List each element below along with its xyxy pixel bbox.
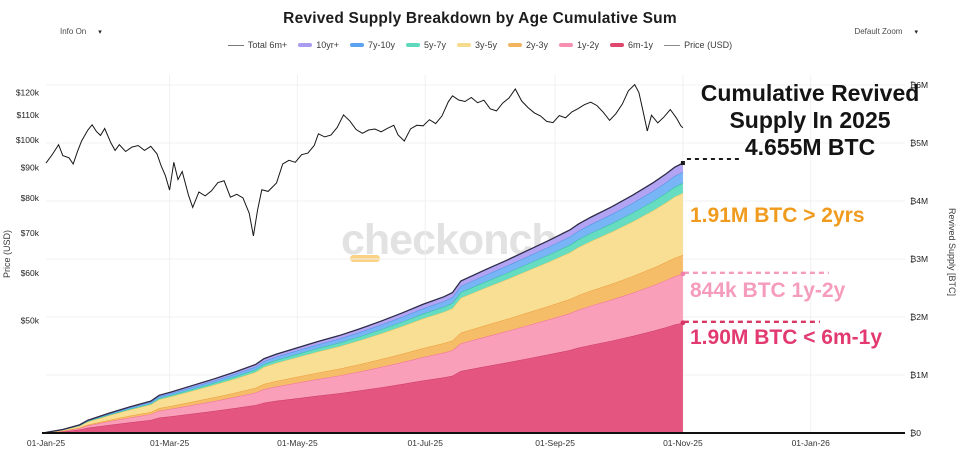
annotation-headline-line3: 4.655M BTC (744, 134, 876, 160)
left-tick-label: $60k (21, 268, 40, 278)
chevron-down-icon: ▾ (98, 28, 102, 36)
price-line (45, 83, 684, 236)
x-tick-label: 01-Nov-25 (663, 438, 703, 448)
legend-item-5y-7y[interactable]: 5y-7y (405, 40, 446, 50)
legend-label: 10yr+ (316, 40, 339, 50)
annotation-headline-line1: Cumulative Revived (700, 80, 920, 106)
page-title: Revived Supply Breakdown by Age Cumulati… (283, 10, 677, 27)
annotation-over-2yrs: 1.91M BTC > 2yrs (690, 204, 865, 227)
left-tick-label: $100k (16, 135, 40, 145)
legend-marker (227, 44, 244, 46)
legend-marker (610, 43, 625, 47)
legend: Total 6m+ 10yr+ 7y-10y 5y-7y 3y-5y 2y-3y 1y-2y… (0, 40, 960, 50)
left-tick-label: $50k (21, 316, 40, 326)
legend-marker (457, 43, 471, 47)
right-tick-label: ₿3M (910, 254, 928, 264)
x-tick-label: 01-May-25 (277, 438, 318, 448)
right-tick-label: ₿6M (910, 80, 928, 90)
default-zoom-dropdown[interactable]: Default Zoom ▾ (854, 27, 918, 36)
left-tick-label: $120k (16, 87, 40, 97)
legend-item-2y-3y[interactable]: 2y-3y (508, 40, 548, 50)
legend-label: 3y-5y (475, 40, 498, 50)
left-tick-label: $90k (21, 162, 40, 172)
legend-item-10yr-[interactable]: 10yr+ (298, 40, 339, 50)
legend-item-7y-10y[interactable]: 7y-10y (349, 40, 395, 50)
area-edge-5y-7y (45, 182, 684, 433)
default-zoom-label: Default Zoom (854, 27, 903, 36)
legend-item-1y-2y[interactable]: 1y-2y (559, 40, 599, 50)
area-6m-1y (46, 322, 683, 433)
x-tick-label: 01-Jan-26 (792, 438, 831, 448)
chevron-down-icon: ▾ (914, 28, 918, 36)
right-tick-label: ₿2M (910, 312, 928, 322)
annotation-headline: Cumulative Revived Supply In 2025 4.655M… (686, 80, 934, 161)
total-6m-plus-line (45, 162, 684, 434)
legend-marker (349, 43, 364, 47)
left-tick-label: $110k (16, 110, 39, 120)
legend-marker (664, 44, 681, 46)
area-edge-7y-10y (45, 171, 684, 433)
x-tick-label: 01-Jul-25 (407, 438, 443, 448)
legend-item-3y-5y[interactable]: 3y-5y (457, 40, 497, 50)
left-axis-title: Price (USD) (2, 230, 12, 278)
right-tick-label: ₿4M (910, 196, 928, 206)
info-on-label: Info On (60, 27, 87, 36)
legend-marker (508, 43, 523, 47)
legend-item-total-6m-[interactable]: Total 6m+ (227, 40, 288, 50)
annotation-6m-1y: 1.90M BTC < 6m-1y (690, 326, 882, 349)
legend-label: Price (USD) (684, 40, 733, 50)
right-tick-label: ₿5M (910, 138, 928, 148)
left-tick-label: $70k (21, 228, 40, 238)
info-on-dropdown[interactable]: Info On ▾ (60, 27, 102, 36)
legend-item-6m-1y[interactable]: 6m-1y (610, 40, 653, 50)
legend-label: 1y-2y (577, 40, 600, 50)
legend-marker (405, 43, 420, 47)
legend-marker (559, 43, 574, 47)
legend-label: 7y-10y (367, 40, 395, 50)
legend-item-price-usd-[interactable]: Price (USD) (664, 40, 732, 50)
legend-label: 5y-7y (423, 40, 446, 50)
right-tick-label: ₿0 (910, 428, 921, 438)
legend-label: 6m-1y (628, 40, 654, 50)
legend-label: Total 6m+ (247, 40, 288, 50)
x-tick-label: 01-Mar-25 (150, 438, 189, 448)
marker-total (680, 161, 685, 166)
x-tick-label: 01-Jan-25 (27, 438, 66, 448)
annotation-headline-line2: Supply In 2025 (729, 107, 891, 133)
right-tick-label: ₿1M (910, 370, 928, 380)
left-tick-label: $80k (21, 193, 40, 203)
marker-1y-2y (680, 271, 686, 277)
legend-label: 2y-3y (526, 40, 549, 50)
right-axis-title: Revived Supply [BTC] (947, 208, 957, 296)
x-tick-label: 01-Sep-25 (535, 438, 575, 448)
annotation-1y-2y: 844k BTC 1y-2y (690, 279, 846, 302)
legend-marker (298, 43, 313, 47)
marker-6m-1y (680, 320, 686, 326)
